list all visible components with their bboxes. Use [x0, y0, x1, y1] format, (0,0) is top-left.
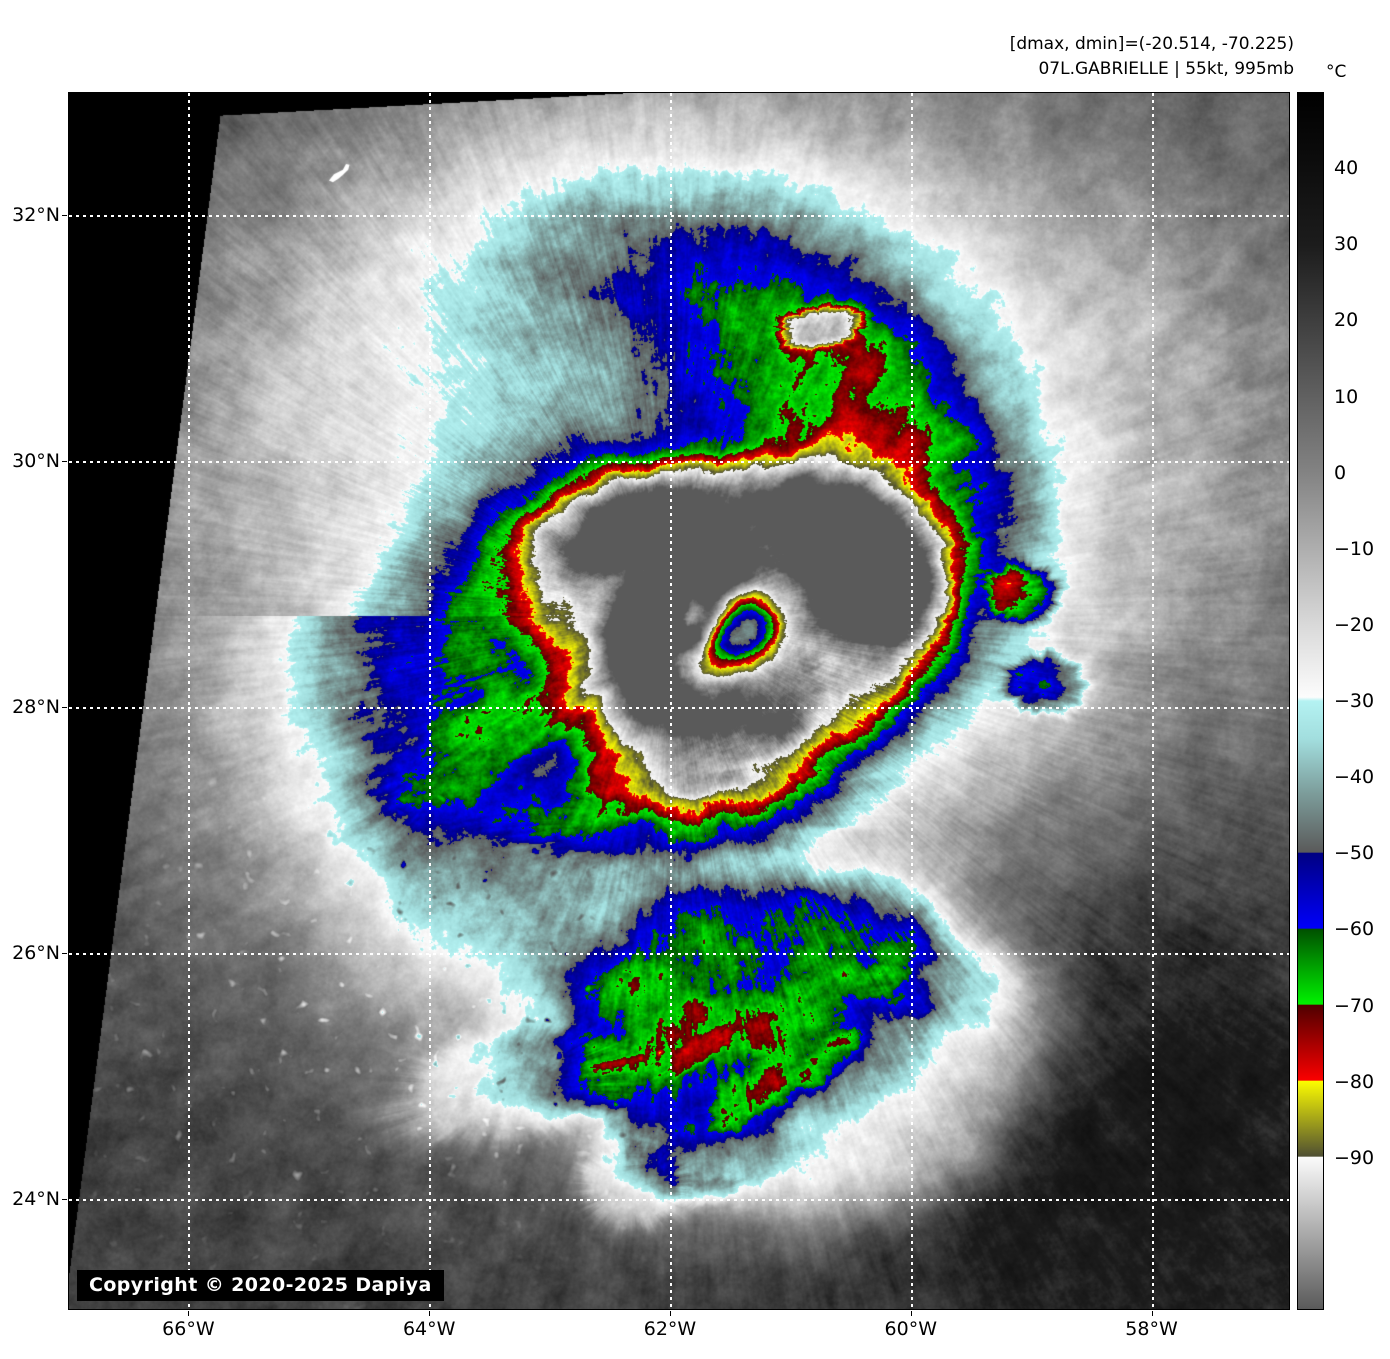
- colorbar-tick-label-0: 40: [1334, 157, 1359, 180]
- colorbar-unit-label: °C: [1326, 62, 1347, 82]
- colorbar-tick-label-4: 0: [1334, 461, 1347, 484]
- x-axis-tick-label-0: 66°W: [162, 1318, 215, 1340]
- x-axis-tickmark: [1151, 1311, 1153, 1316]
- dmax-dmin-label: [dmax, dmin]=(-20.514, -70.225): [1009, 34, 1294, 54]
- y-axis-tickmark: [62, 215, 67, 217]
- colorbar-tick-label-12: −80: [1334, 1070, 1375, 1093]
- x-axis-tick-label-3: 60°W: [884, 1318, 937, 1340]
- y-axis-tick-label-0: 32°N: [12, 204, 60, 227]
- colorbar-tick-label-13: −90: [1334, 1146, 1375, 1169]
- satellite-image-plot[interactable]: Copyright © 2020-2025 Dapiya: [68, 92, 1290, 1310]
- y-axis-tickmark: [62, 461, 67, 463]
- colorbar-tick-label-3: 10: [1334, 385, 1359, 408]
- y-axis-tick-label-4: 24°N: [12, 1188, 60, 1211]
- satellite-imagery-canvas: [69, 93, 1289, 1309]
- x-axis-tickmark: [429, 1311, 431, 1316]
- x-axis-tick-label-2: 62°W: [643, 1318, 697, 1340]
- copyright-watermark: Copyright © 2020-2025 Dapiya: [77, 1270, 444, 1301]
- x-axis-tickmark: [910, 1311, 912, 1316]
- colorbar-tick-label-1: 30: [1334, 233, 1359, 256]
- x-axis-tick-label-4: 58°W: [1125, 1318, 1178, 1340]
- colorbar-tick-label-8: −40: [1334, 766, 1375, 789]
- colorbar-tick-label-10: −60: [1334, 918, 1375, 941]
- y-axis-tickmark: [62, 707, 67, 709]
- colorbar-tick-label-9: −50: [1334, 842, 1375, 865]
- colorbar-tick-label-2: 20: [1334, 309, 1359, 332]
- colorbar-tick-label-11: −70: [1334, 994, 1375, 1017]
- colorbar-tick-label-6: −20: [1334, 613, 1375, 636]
- storm-info-label: 07L.GABRIELLE | 55kt, 995mb: [1038, 58, 1294, 79]
- y-axis-tick-label-1: 30°N: [12, 450, 60, 473]
- y-axis-tick-label-3: 26°N: [12, 942, 60, 965]
- temperature-colorbar[interactable]: [1297, 92, 1324, 1310]
- x-axis-tickmark: [669, 1311, 671, 1316]
- y-axis-tickmark: [62, 1199, 67, 1201]
- colorbar-gradient: [1298, 93, 1323, 1309]
- y-axis-tick-label-2: 28°N: [12, 696, 60, 719]
- x-axis-tick-label-1: 64°W: [402, 1318, 456, 1340]
- y-axis-tickmark: [62, 953, 67, 955]
- colorbar-tick-label-5: −10: [1334, 537, 1375, 560]
- colorbar-tick-label-7: −30: [1334, 690, 1375, 712]
- metadata-block: [dmax, dmin]=(-20.514, -70.225) 07L.GABR…: [1010, 32, 1294, 81]
- x-axis-tickmark: [188, 1311, 190, 1316]
